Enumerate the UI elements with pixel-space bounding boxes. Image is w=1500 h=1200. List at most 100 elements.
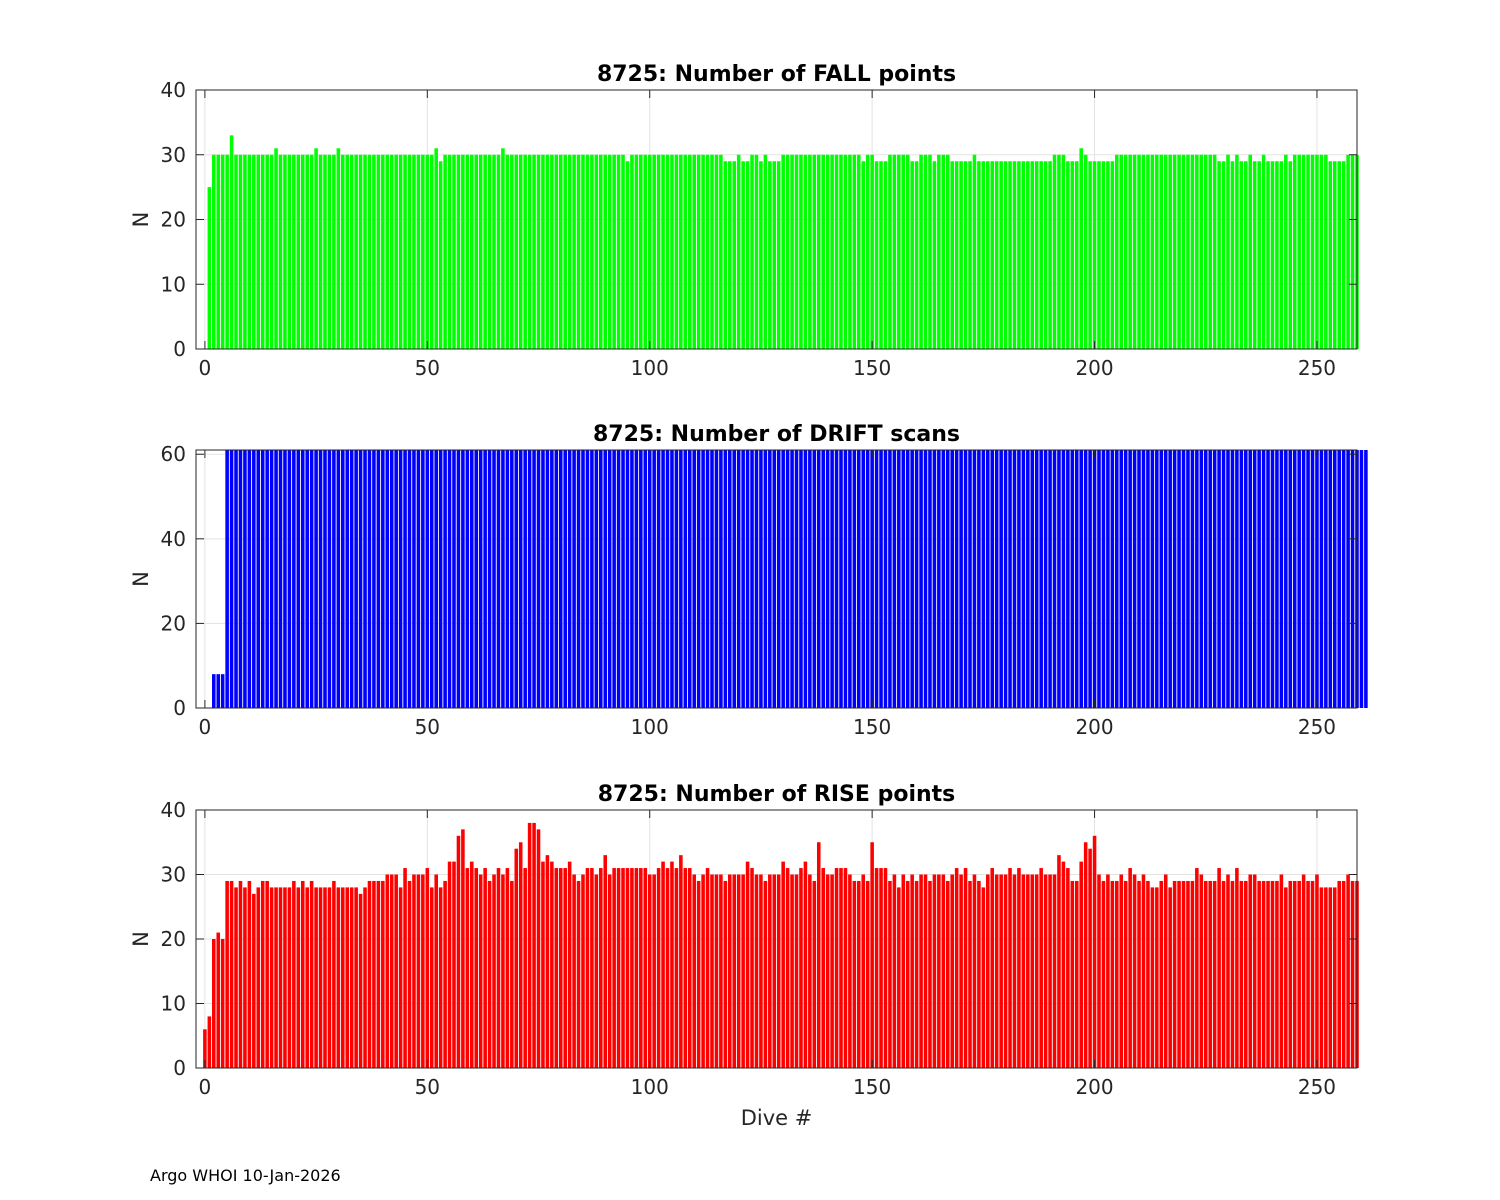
bar — [839, 868, 843, 1068]
bar — [483, 450, 487, 708]
bar — [621, 154, 625, 349]
bar — [599, 868, 603, 1068]
bar — [278, 450, 283, 708]
bar — [1306, 880, 1310, 1068]
bar — [1324, 887, 1328, 1068]
bar — [1337, 450, 1341, 708]
bar — [1341, 880, 1346, 1068]
bar — [714, 874, 719, 1068]
bar — [1088, 161, 1092, 349]
bar — [701, 154, 705, 349]
bar — [781, 450, 785, 708]
bar — [1097, 874, 1101, 1068]
bar — [723, 450, 728, 708]
bar — [803, 154, 808, 349]
bar — [532, 154, 536, 349]
bar — [1190, 154, 1195, 349]
bar — [300, 154, 305, 349]
bar — [776, 450, 781, 708]
bar — [754, 450, 759, 708]
bar — [443, 154, 447, 349]
bar — [710, 874, 714, 1068]
bar — [652, 154, 656, 349]
y-tick-label: 30 — [161, 863, 186, 887]
bar — [314, 450, 318, 708]
bar — [1235, 868, 1239, 1068]
bar — [296, 154, 301, 349]
bar — [1034, 450, 1039, 708]
bar — [1061, 450, 1066, 708]
bar — [1279, 874, 1284, 1068]
bar — [318, 450, 323, 708]
bar — [260, 450, 265, 708]
bar — [403, 154, 407, 349]
bar — [1208, 450, 1212, 708]
x-tick-label: 250 — [1298, 715, 1336, 739]
bar — [941, 450, 946, 708]
bar — [1008, 868, 1012, 1068]
bar — [274, 450, 278, 708]
bar — [607, 874, 612, 1068]
bar — [1244, 450, 1248, 708]
bar — [914, 450, 919, 708]
bar — [857, 880, 861, 1068]
bar — [243, 887, 247, 1068]
bar — [1012, 450, 1017, 708]
bar — [554, 868, 559, 1068]
bar — [1270, 450, 1275, 708]
bar — [923, 450, 928, 708]
bar — [256, 154, 261, 349]
bar — [1021, 450, 1026, 708]
bar — [572, 154, 576, 349]
bar — [247, 880, 252, 1068]
bar — [510, 450, 514, 708]
bar — [919, 154, 923, 349]
bar — [639, 154, 643, 349]
bar — [1248, 450, 1253, 708]
bar — [1181, 154, 1186, 349]
bar — [234, 887, 238, 1068]
y-tick-label: 0 — [173, 1056, 186, 1080]
bar — [536, 829, 541, 1068]
bar — [607, 154, 612, 349]
bar — [581, 874, 585, 1068]
bar — [327, 450, 332, 708]
bar — [1190, 880, 1195, 1068]
bar — [1146, 154, 1150, 349]
bar — [1315, 874, 1319, 1068]
bar — [719, 154, 723, 349]
bar — [1070, 450, 1075, 708]
chart-title: 8725: Number of RISE points — [598, 782, 956, 807]
bar — [558, 868, 563, 1068]
bar — [421, 450, 425, 708]
bar — [861, 161, 866, 349]
bar — [701, 874, 705, 1068]
bar — [514, 450, 519, 708]
bar — [501, 874, 505, 1068]
bar — [1252, 450, 1257, 708]
bar — [714, 450, 719, 708]
bar — [345, 887, 350, 1068]
bar — [883, 868, 888, 1068]
bar — [1341, 161, 1346, 349]
bar — [852, 154, 857, 349]
bar — [305, 450, 309, 708]
bar — [229, 135, 234, 349]
bar — [1066, 868, 1070, 1068]
bar — [745, 861, 750, 1068]
bar — [745, 161, 750, 349]
bar — [625, 161, 630, 349]
bar — [225, 450, 229, 708]
bar — [536, 154, 541, 349]
bar — [425, 868, 430, 1068]
bar — [465, 154, 470, 349]
bar — [1226, 154, 1230, 349]
bar — [1070, 880, 1075, 1068]
bar — [1119, 874, 1124, 1068]
bar — [719, 874, 723, 1068]
bar — [728, 161, 732, 349]
bar — [532, 822, 536, 1068]
bar — [1155, 450, 1159, 708]
bar — [679, 450, 683, 708]
bar — [741, 161, 745, 349]
